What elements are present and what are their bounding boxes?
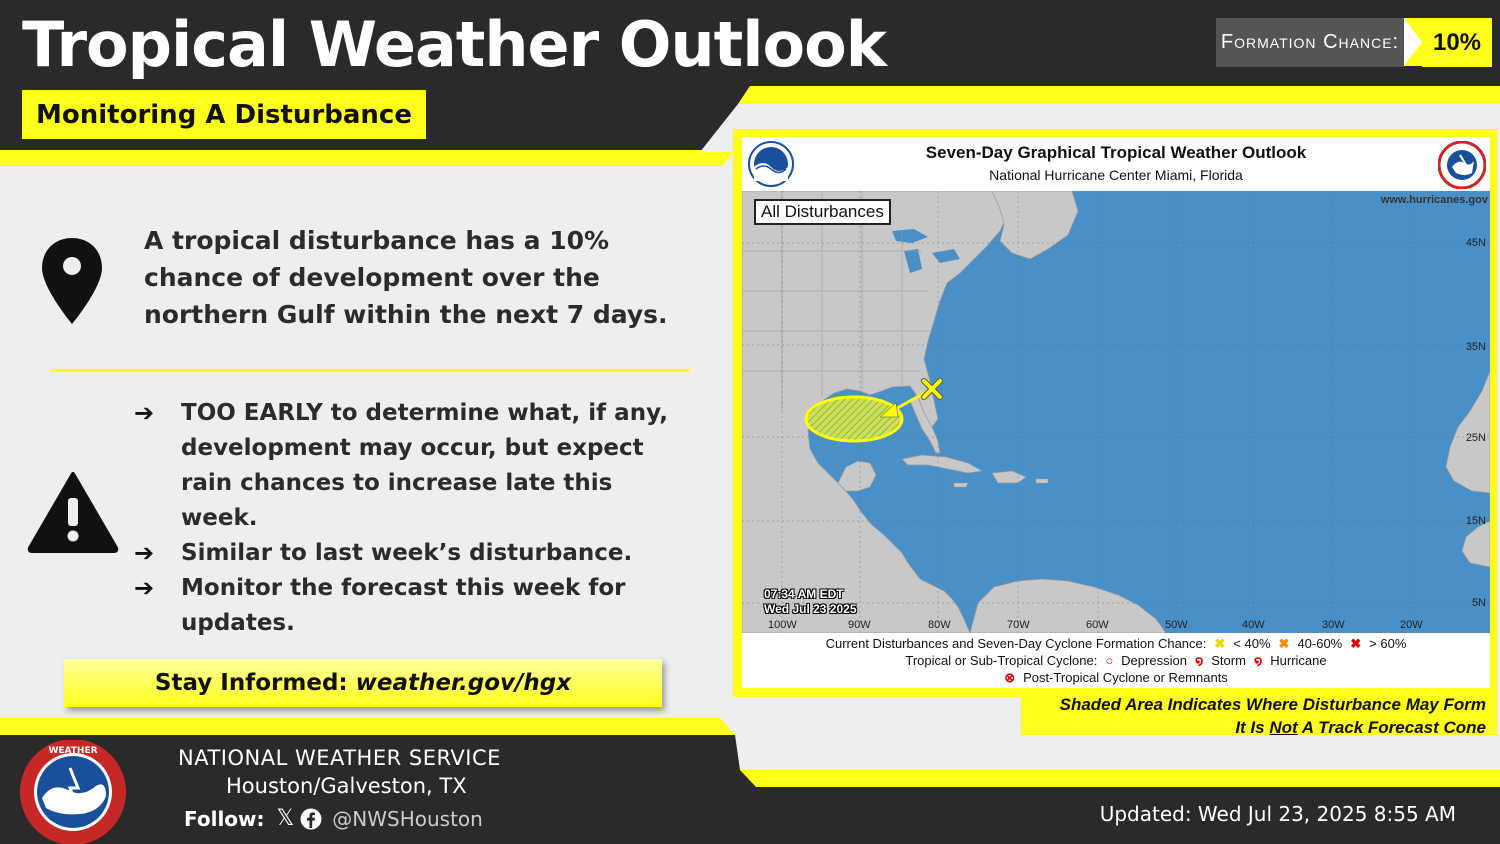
formation-chance-label: Formation Chance: — [1216, 18, 1404, 67]
arrow-right-icon: ➔ — [134, 399, 155, 427]
arrow-right-icon: ➔ — [134, 539, 155, 567]
caption-not: Not — [1269, 718, 1298, 737]
bullet-text: Similar to last week’s disturbance. — [181, 540, 633, 566]
legend-row-remnants: ⊗ Post-Tropical Cyclone or Remnants — [742, 669, 1490, 686]
storm-icon: ໑ — [1194, 652, 1204, 668]
social-handle[interactable]: @NWSHouston — [332, 806, 483, 831]
legend-low: < 40% — [1233, 636, 1271, 651]
legend-label: Tropical or Sub-Tropical Cyclone: — [905, 653, 1098, 668]
map-time-line1: 07:34 AM EDT — [764, 587, 844, 601]
map-canvas — [742, 191, 1490, 633]
legend-label: Current Disturbances and Seven-Day Cyclo… — [825, 636, 1207, 651]
warning-icon — [27, 472, 119, 553]
x-orange-icon: ✖ — [1278, 635, 1290, 651]
section-divider — [50, 369, 690, 372]
formation-chance-value: 10% — [1422, 18, 1492, 67]
lon-label: 70W — [1007, 619, 1030, 631]
updated-timestamp: Updated: Wed Jul 23, 2025 8:55 AM — [1099, 802, 1456, 826]
map-caption: Shaded Area Indicates Where Disturbance … — [1021, 693, 1497, 739]
bullet-item: ➔ TOO EARLY to determine what, if any, d… — [134, 396, 694, 536]
lon-label: 50W — [1165, 619, 1188, 631]
stay-informed-label: Stay Informed: — [154, 670, 348, 696]
summary-text: A tropical disturbance has a 10% chance … — [144, 226, 668, 329]
follow-label: Follow: — [184, 806, 265, 831]
stay-informed-banner: Stay Informed: weather.gov/hgx — [64, 659, 662, 707]
svg-text:WEATHER: WEATHER — [48, 746, 97, 756]
tab-all-disturbances[interactable]: All Disturbances — [754, 199, 891, 225]
noaa-logo-icon — [748, 141, 794, 187]
x-icon[interactable]: 𝕏 — [276, 806, 295, 831]
x-yellow-icon: ✖ — [1214, 635, 1226, 651]
map-title: Seven-Day Graphical Tropical Weather Out… — [925, 143, 1307, 162]
nws-seal-icon — [1438, 141, 1486, 189]
legend-row-disturbances: Current Disturbances and Seven-Day Cyclo… — [742, 635, 1490, 652]
arrow-right-icon: ➔ — [134, 574, 155, 602]
lon-label: 60W — [1086, 619, 1109, 631]
page-title: Tropical Weather Outlook — [22, 8, 887, 81]
legend-row-cyclones: Tropical or Sub-Tropical Cyclone: ○ Depr… — [742, 652, 1490, 669]
lon-label: 20W — [1400, 619, 1423, 631]
legend-hurricane: Hurricane — [1270, 653, 1327, 668]
lat-label: 5N — [1471, 597, 1486, 609]
bullet-item: ➔ Similar to last week’s disturbance. — [134, 536, 694, 571]
lon-label: 100W — [768, 619, 797, 631]
formation-chance-arrow — [1404, 18, 1422, 66]
follow-row: Follow: 𝕏 @NWSHouston — [184, 806, 483, 831]
legend-storm: Storm — [1211, 653, 1246, 668]
map-subtitle: National Hurricane Center Miami, Florida — [989, 167, 1243, 183]
subtitle: Monitoring A Disturbance — [36, 99, 412, 130]
bullet-text: Monitor the forecast this week for updat… — [181, 575, 626, 636]
bullet-list: ➔ TOO EARLY to determine what, if any, d… — [134, 396, 694, 641]
org-name: NATIONAL WEATHER SERVICE — [178, 746, 501, 770]
lat-label: 35N — [1465, 341, 1486, 353]
depression-icon: ○ — [1105, 653, 1114, 668]
lon-label: 90W — [848, 619, 871, 631]
location-pin-icon — [42, 238, 102, 324]
facebook-icon[interactable] — [300, 808, 322, 830]
website-link[interactable]: weather.gov/hgx — [355, 670, 572, 696]
caption-line2-post: A Track Forecast Cone — [1297, 718, 1486, 737]
caption-line2: It Is Not A Track Forecast Cone — [1021, 716, 1486, 739]
map-legend: Current Disturbances and Seven-Day Cyclo… — [742, 635, 1490, 686]
lat-label: 15N — [1465, 515, 1486, 527]
lat-label: 45N — [1465, 237, 1486, 249]
outlook-map: Seven-Day Graphical Tropical Weather Out… — [742, 137, 1490, 688]
legend-mid: 40-60% — [1297, 636, 1343, 651]
caption-line1: Shaded Area Indicates Where Disturbance … — [1059, 695, 1486, 714]
bullet-text: TOO EARLY to determine what, if any, dev… — [181, 400, 669, 531]
x-red-icon: ✖ — [1350, 635, 1362, 651]
map-url: www.hurricanes.gov — [1380, 194, 1488, 206]
lon-label: 30W — [1322, 619, 1345, 631]
org-location: Houston/Galveston, TX — [226, 774, 467, 798]
bullet-item: ➔ Monitor the forecast this week for upd… — [134, 571, 694, 641]
lat-label: 25N — [1465, 432, 1486, 444]
hurricane-icon: ໑ — [1253, 652, 1263, 668]
remnants-icon: ⊗ — [1004, 669, 1016, 685]
lon-label: 80W — [928, 619, 951, 631]
caption-line2-pre: It Is — [1235, 718, 1270, 737]
formation-chance-badge: Formation Chance: 10% — [1216, 18, 1492, 67]
subtitle-banner: Monitoring A Disturbance — [22, 90, 426, 139]
legend-remnants: Post-Tropical Cyclone or Remnants — [1023, 670, 1228, 685]
map-timestamp: 07:34 AM EDT Wed Jul 23 2025 — [764, 587, 857, 617]
map-time-line2: Wed Jul 23 2025 — [764, 602, 857, 616]
legend-depression: Depression — [1121, 653, 1187, 668]
nws-logo-icon: WEATHER — [20, 740, 126, 844]
lon-label: 40W — [1242, 619, 1265, 631]
legend-high: > 60% — [1369, 636, 1407, 651]
